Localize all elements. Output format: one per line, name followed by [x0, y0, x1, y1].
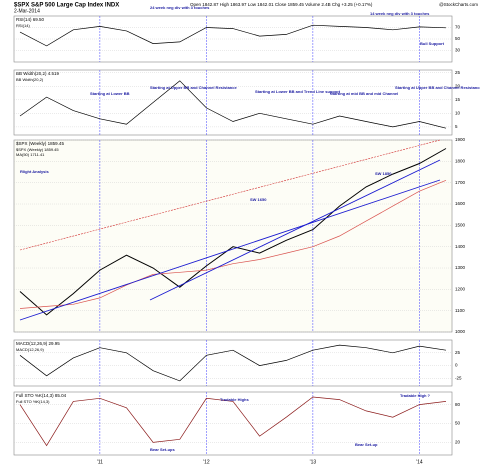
- y-tick-label: 80: [455, 402, 461, 407]
- panel-frame: [13, 139, 453, 333]
- y-tick-label: 1700: [455, 180, 466, 185]
- x-tick-label: '11: [97, 459, 103, 465]
- legend-entry: Full STO %K(14,3): [16, 399, 50, 404]
- y-tick-label: 1900: [455, 137, 466, 142]
- legend-entry: $SPX (Weekly) 1859.45: [16, 147, 59, 152]
- panel-title: MACD(12,26,9) 29.95: [16, 341, 60, 346]
- chart-title: $SPX S&P 500 Large Cap Index INDX: [14, 3, 119, 9]
- y-tick-label: 1800: [455, 159, 466, 164]
- annotation: Starting at Upper BB and Channel Resista…: [395, 85, 480, 90]
- y-tick-label: 5: [455, 124, 458, 129]
- series-line: [19, 396, 447, 447]
- source: @StockCharts.com: [439, 2, 478, 7]
- annotation: Starting at Upper BB and Channel Resista…: [150, 85, 237, 90]
- y-tick-label: 30: [455, 48, 461, 53]
- y-tick-label: 10: [455, 111, 461, 116]
- series-line: [19, 179, 447, 309]
- y-tick-label: 1100: [455, 308, 465, 313]
- legend-entry: MACD(12,26,9): [16, 347, 44, 352]
- panel-frame: [13, 391, 453, 456]
- y-tick-label: 20: [455, 440, 461, 445]
- annotation: Bull Support: [420, 41, 445, 46]
- series-line: [19, 344, 447, 382]
- x-tick-label: '14: [416, 459, 423, 465]
- annotation: Bear Set-up: [355, 442, 378, 447]
- y-tick-label: 1000: [455, 329, 466, 334]
- x-tick-label: '12: [203, 459, 210, 465]
- y-tick-label: 1400: [455, 244, 466, 249]
- y-tick-label: 50: [455, 36, 461, 41]
- y-tick-label: 15: [455, 97, 461, 102]
- annotation: 24 week neg div with 3 touches: [150, 5, 210, 10]
- date: 2-Mar-2014: [14, 8, 40, 14]
- y-tick-label: 20: [455, 83, 461, 88]
- panel-title: BB Width(20,2) 4.519: [16, 71, 60, 76]
- panel-title: $SPX (Weekly) 1859.45: [16, 141, 64, 146]
- x-tick-label: '13: [310, 459, 317, 465]
- annotation: Starting at mid BB and mid Channel: [330, 91, 398, 96]
- panel-frame: [13, 339, 453, 387]
- y-tick-label: -25: [455, 376, 462, 381]
- y-tick-label: 1200: [455, 287, 466, 292]
- annotation: Rlight Analysis: [20, 169, 50, 174]
- quote: Open 1842.87 High 1863.97 Low 1842.01 Cl…: [190, 2, 373, 7]
- annotation: Tradable High ?: [400, 393, 431, 398]
- annotation: Starting at Lower BB and Trend Line supp…: [255, 89, 341, 94]
- y-tick-label: 1300: [455, 265, 466, 270]
- trend-line: [149, 159, 441, 301]
- annotation: Tradable Highs: [220, 397, 249, 402]
- series-line: [19, 148, 447, 316]
- series-line: [19, 24, 447, 47]
- annotation: Bear Set-ups: [150, 447, 175, 452]
- y-tick-label: 25: [455, 350, 461, 355]
- annotation: Starting at Lower BB: [90, 91, 130, 96]
- annotation: 14 week neg div with 3 touches: [370, 11, 430, 16]
- y-tick-label: 1500: [455, 223, 466, 228]
- panel-frame: [13, 15, 453, 63]
- panel-title: Full STO %K(14,3) 85.04: [16, 393, 67, 398]
- y-tick-label: 50: [455, 421, 461, 426]
- legend-entry: RSI(14): [16, 23, 30, 28]
- annotation: SW 1650: [250, 197, 267, 202]
- legend-entry: MA(50) 1711.41: [16, 152, 45, 157]
- y-tick-label: 1600: [455, 201, 466, 206]
- annotation: SW 1850: [375, 171, 392, 176]
- y-tick-label: 0: [455, 363, 458, 368]
- panel-title: RSI(14) 69.50: [16, 17, 45, 22]
- y-tick-label: 70: [455, 25, 461, 30]
- y-tick-label: 25: [455, 70, 461, 75]
- legend-entry: BB Width(20,2): [16, 77, 44, 82]
- channel-line: [19, 139, 441, 251]
- series-line: [19, 80, 447, 129]
- trend-line: [19, 179, 441, 321]
